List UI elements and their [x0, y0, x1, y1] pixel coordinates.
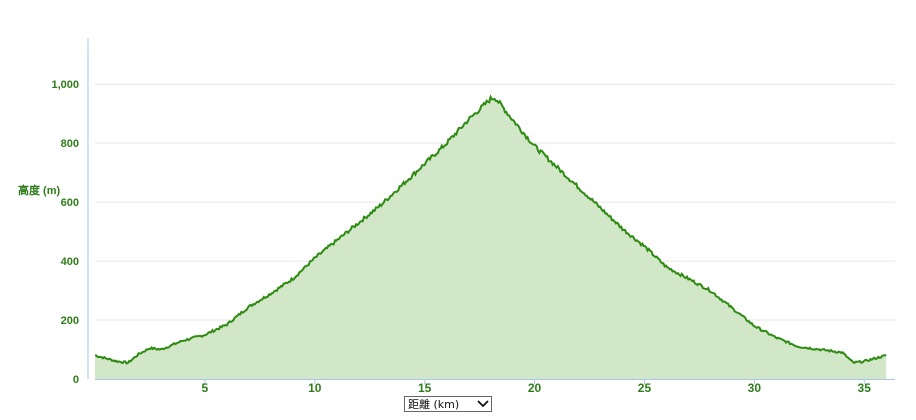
x-axis-unit-label: 距離 (km) — [408, 398, 460, 411]
y-axis-label: 高度 (m) — [18, 183, 60, 197]
y-tick-label: 1,000 — [51, 79, 79, 91]
x-tick-label: 35 — [858, 381, 872, 395]
x-tick-label: 30 — [748, 381, 762, 395]
y-tick-labels: 0 200 400 600 800 1,000 — [51, 79, 79, 386]
x-tick-labels: 5 10 15 20 25 30 35 — [202, 379, 872, 395]
x-axis-unit-select[interactable]: 距離 (km) — [404, 396, 492, 412]
y-tick-label: 0 — [73, 374, 79, 386]
x-tick-label: 15 — [418, 381, 432, 395]
chevron-down-icon — [475, 400, 491, 408]
y-tick-label: 200 — [61, 315, 79, 327]
x-tick-label: 20 — [528, 381, 542, 395]
y-tick-label: 800 — [61, 138, 79, 150]
y-tick-label: 600 — [61, 197, 79, 209]
elevation-line — [94, 94, 887, 365]
elevation-area-fill — [95, 97, 887, 379]
x-tick-label: 10 — [308, 381, 322, 395]
y-tick-label: 400 — [61, 256, 79, 268]
x-tick-label: 25 — [638, 381, 652, 395]
x-tick-label: 5 — [202, 381, 209, 395]
